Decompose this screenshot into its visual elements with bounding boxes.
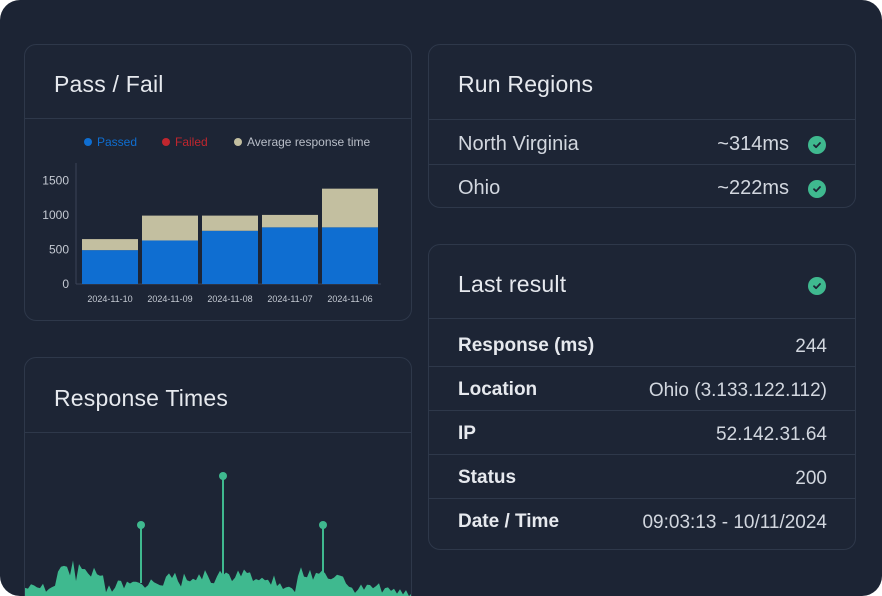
response-area: [25, 560, 411, 596]
run-regions-title: Run Regions: [458, 71, 594, 97]
result-row-response: Response (ms) 244: [429, 321, 855, 365]
legend-average-label: Average response time: [247, 135, 371, 149]
divider: [429, 119, 855, 120]
last-result-title: Last result: [458, 271, 567, 297]
spike-point[interactable]: [137, 521, 145, 529]
divider: [25, 432, 411, 433]
response-times-title: Response Times: [54, 385, 229, 411]
divider: [429, 454, 855, 455]
bar-segment: [262, 227, 318, 284]
x-tick-label: 2024-11-07: [267, 294, 312, 304]
region-latency: ~222ms: [717, 177, 789, 199]
pass-fail-title: Pass / Fail: [54, 71, 164, 97]
bar-segment: [142, 240, 198, 284]
divider: [25, 118, 411, 119]
result-key: Date / Time: [458, 511, 560, 532]
x-tick-label: 2024-11-06: [327, 294, 372, 304]
x-tick-label: 2024-11-08: [207, 294, 252, 304]
y-tick-label: 500: [49, 242, 69, 256]
legend-passed-label: Passed: [97, 135, 138, 149]
x-tick-label: 2024-11-10: [87, 294, 132, 304]
bar-segment: [202, 230, 258, 284]
divider: [429, 498, 855, 499]
result-row-location: Location Ohio (3.133.122.112): [429, 365, 855, 409]
bar-segment: [142, 215, 198, 241]
bar-segment: [82, 250, 138, 284]
result-row-status: Status 200: [429, 453, 855, 497]
legend-failed[interactable]: Failed: [162, 135, 208, 149]
spike-point[interactable]: [319, 521, 327, 529]
result-value: 244: [795, 336, 827, 357]
divider: [429, 366, 855, 367]
region-row-north-virginia[interactable]: North Virginia ~314ms: [429, 121, 855, 165]
response-times-card: Response Times: [24, 357, 412, 596]
y-tick-label: 1500: [42, 173, 69, 187]
legend-passed-swatch: [84, 138, 92, 146]
result-value: 09:03:13 - 10/11/2024: [642, 512, 827, 533]
result-row-date-time: Date / Time 09:03:13 - 10/11/2024: [429, 497, 855, 541]
result-value: Ohio (3.133.122.112): [648, 380, 827, 401]
bar-segment: [322, 227, 378, 284]
run-regions-card: Run Regions North Virginia ~314ms Ohio ~…: [428, 44, 856, 208]
legend-failed-swatch: [162, 138, 170, 146]
legend-average-response[interactable]: Average response time: [234, 135, 370, 149]
spike-point[interactable]: [219, 472, 227, 480]
result-key: Status: [458, 467, 517, 488]
region-name: North Virginia: [458, 133, 579, 155]
legend-passed[interactable]: Passed: [84, 135, 137, 149]
check-circle-icon: [808, 180, 826, 198]
result-key: Response (ms): [458, 335, 595, 356]
result-value: 200: [795, 468, 827, 489]
region-name: Ohio: [458, 177, 501, 199]
pass-fail-card: Pass / Fail Passed Failed Average respon…: [24, 44, 412, 321]
legend-failed-label: Failed: [175, 135, 208, 149]
result-key: Location: [458, 379, 538, 400]
region-latency: ~314ms: [717, 133, 789, 155]
response-times-chart: [25, 472, 411, 596]
divider: [429, 410, 855, 411]
bar-segment: [322, 188, 378, 228]
y-tick-label: 1000: [42, 208, 69, 222]
y-tick-label: 0: [62, 277, 69, 291]
last-result-card: Last result Response (ms) 244 Location O…: [428, 244, 856, 550]
pass-fail-chart: 0 500 1000 1500 2024-11-10 2024-11-09 2024-11-…: [42, 163, 381, 304]
check-circle-icon: [808, 136, 826, 154]
bar-segment: [82, 239, 138, 251]
divider: [429, 318, 855, 319]
bar-segment: [202, 215, 258, 231]
divider: [429, 164, 855, 165]
x-tick-label: 2024-11-09: [147, 294, 192, 304]
result-key: IP: [458, 423, 476, 444]
result-value: 52.142.31.64: [716, 424, 827, 445]
legend-average-swatch: [234, 138, 242, 146]
result-row-ip: IP 52.142.31.64: [429, 409, 855, 453]
region-row-ohio[interactable]: Ohio ~222ms: [429, 165, 855, 207]
bar-segment: [262, 214, 318, 228]
check-circle-icon: [808, 277, 826, 295]
